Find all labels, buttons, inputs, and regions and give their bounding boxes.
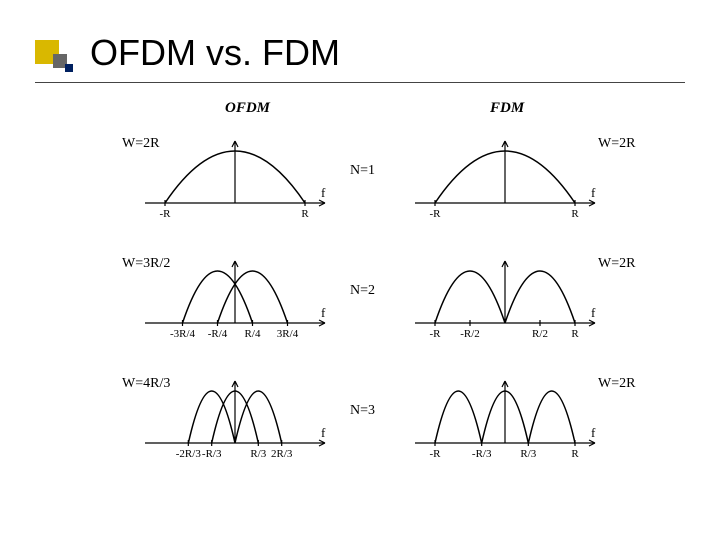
svg-text:R/4: R/4 <box>245 328 261 340</box>
svg-text:-R/2: -R/2 <box>460 328 480 340</box>
bullet-navy-square <box>65 64 73 72</box>
n-label: N=2 <box>350 283 375 299</box>
w-label-fdm: W=2R <box>598 376 635 392</box>
svg-text:R: R <box>571 448 579 460</box>
spectrum-chart: -3R/4 -R/4 R/4 3R/4 f <box>135 253 335 363</box>
svg-text:f: f <box>321 425 326 440</box>
fdm-chart: -R -R/2 R/2 Rf <box>405 253 605 363</box>
spectrum-chart: -R -R/2 R/2 Rf <box>405 253 605 363</box>
chart-row: W=2R -RRf N=1 -RRf W=2R <box>0 128 720 248</box>
slide-title: OFDM vs. FDM <box>90 32 340 74</box>
svg-text:-3R/4: -3R/4 <box>170 328 196 340</box>
svg-text:f: f <box>591 305 596 320</box>
svg-text:-R: -R <box>430 208 442 220</box>
svg-text:-R: -R <box>430 328 442 340</box>
chart-row: W=4R/3 -2R/3-R/3R/32R/3f N=3 -R-R/3R/3Rf… <box>0 368 720 488</box>
spectrum-chart: -2R/3-R/3 R/3 2R/3 f <box>135 373 335 483</box>
svg-text:R/3: R/3 <box>250 448 266 460</box>
svg-text:-R/3: -R/3 <box>472 448 492 460</box>
svg-text:-R: -R <box>430 448 442 460</box>
spectrum-chart: -R Rf <box>405 133 605 243</box>
ofdm-chart: -3R/4 -R/4 R/4 3R/4 f <box>135 253 335 363</box>
svg-text:f: f <box>321 185 326 200</box>
svg-text:R: R <box>301 208 309 220</box>
svg-text:R: R <box>571 328 579 340</box>
svg-text:R: R <box>571 208 579 220</box>
header-fdm: FDM <box>490 100 524 117</box>
svg-text:R/2: R/2 <box>532 328 548 340</box>
spectrum-chart: -R Rf <box>135 133 335 243</box>
n-label: N=3 <box>350 403 375 419</box>
svg-text:-2R/3: -2R/3 <box>176 448 202 460</box>
header-ofdm: OFDM <box>225 100 270 117</box>
chart-row: W=3R/2 -3R/4-R/4R/43R/4f N=2 -R-R/2R/2Rf… <box>0 248 720 368</box>
spectrum-chart: -R -R/3 R/3 Rf <box>405 373 605 483</box>
svg-text:-R/4: -R/4 <box>208 328 228 340</box>
svg-text:f: f <box>591 425 596 440</box>
svg-text:f: f <box>591 185 596 200</box>
svg-text:f: f <box>321 305 326 320</box>
svg-text:R/3: R/3 <box>520 448 536 460</box>
w-label-fdm: W=2R <box>598 136 635 152</box>
svg-text:3R/4: 3R/4 <box>277 328 299 340</box>
w-label-fdm: W=2R <box>598 256 635 272</box>
ofdm-chart: -2R/3-R/3 R/3 2R/3 f <box>135 373 335 483</box>
ofdm-chart: -R Rf <box>135 133 335 243</box>
fdm-chart: -R -R/3 R/3 Rf <box>405 373 605 483</box>
title-underline <box>35 82 685 83</box>
chart-grid: W=2R -RRf N=1 -RRf W=2R W=3R/2 -3R/4-R/4… <box>0 128 720 488</box>
fdm-chart: -R Rf <box>405 133 605 243</box>
svg-text:-R: -R <box>160 208 172 220</box>
n-label: N=1 <box>350 163 375 179</box>
svg-text:-R/3: -R/3 <box>202 448 222 460</box>
svg-text:2R/3: 2R/3 <box>271 448 293 460</box>
